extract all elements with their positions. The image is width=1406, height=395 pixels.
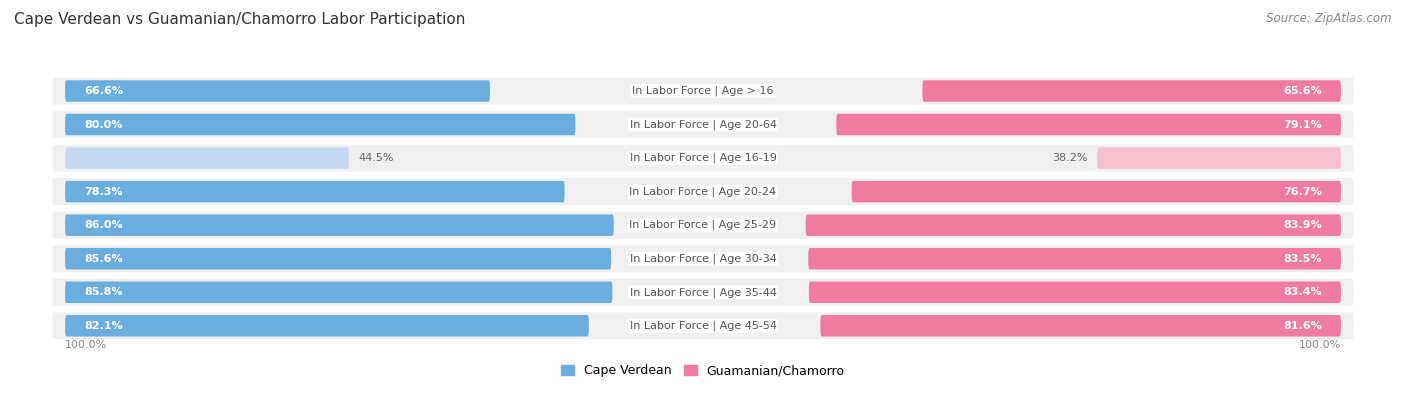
Text: 81.6%: 81.6% [1284, 321, 1322, 331]
FancyBboxPatch shape [52, 77, 1354, 104]
Text: In Labor Force | Age 45-54: In Labor Force | Age 45-54 [630, 321, 776, 331]
Text: 86.0%: 86.0% [84, 220, 122, 230]
FancyBboxPatch shape [65, 114, 575, 135]
Text: 44.5%: 44.5% [359, 153, 394, 163]
FancyBboxPatch shape [52, 111, 1354, 138]
FancyBboxPatch shape [837, 114, 1341, 135]
FancyBboxPatch shape [65, 282, 613, 303]
Text: In Labor Force | Age 35-44: In Labor Force | Age 35-44 [630, 287, 776, 297]
Text: 38.2%: 38.2% [1052, 153, 1088, 163]
FancyBboxPatch shape [65, 181, 565, 202]
FancyBboxPatch shape [52, 279, 1354, 306]
FancyBboxPatch shape [65, 80, 489, 102]
Text: 83.4%: 83.4% [1284, 287, 1322, 297]
Text: In Labor Force | Age 30-34: In Labor Force | Age 30-34 [630, 254, 776, 264]
Text: 65.6%: 65.6% [1284, 86, 1322, 96]
FancyBboxPatch shape [52, 178, 1354, 205]
FancyBboxPatch shape [65, 147, 349, 169]
Legend: Cape Verdean, Guamanian/Chamorro: Cape Verdean, Guamanian/Chamorro [561, 364, 845, 377]
Text: 100.0%: 100.0% [65, 340, 107, 350]
FancyBboxPatch shape [52, 312, 1354, 339]
Text: 78.3%: 78.3% [84, 186, 122, 197]
FancyBboxPatch shape [808, 282, 1341, 303]
FancyBboxPatch shape [852, 181, 1341, 202]
Text: 76.7%: 76.7% [1284, 186, 1322, 197]
Text: In Labor Force | Age 16-19: In Labor Force | Age 16-19 [630, 153, 776, 164]
FancyBboxPatch shape [1097, 147, 1341, 169]
FancyBboxPatch shape [65, 214, 613, 236]
Text: 82.1%: 82.1% [84, 321, 122, 331]
Text: 85.8%: 85.8% [84, 287, 122, 297]
Text: Source: ZipAtlas.com: Source: ZipAtlas.com [1267, 12, 1392, 25]
FancyBboxPatch shape [52, 212, 1354, 239]
Text: Cape Verdean vs Guamanian/Chamorro Labor Participation: Cape Verdean vs Guamanian/Chamorro Labor… [14, 12, 465, 27]
Text: In Labor Force | Age > 16: In Labor Force | Age > 16 [633, 86, 773, 96]
FancyBboxPatch shape [65, 248, 612, 269]
FancyBboxPatch shape [52, 145, 1354, 171]
FancyBboxPatch shape [922, 80, 1341, 102]
Text: 79.1%: 79.1% [1284, 120, 1322, 130]
Text: 66.6%: 66.6% [84, 86, 124, 96]
Text: 83.5%: 83.5% [1284, 254, 1322, 264]
Text: 80.0%: 80.0% [84, 120, 122, 130]
FancyBboxPatch shape [820, 315, 1341, 337]
FancyBboxPatch shape [65, 315, 589, 337]
FancyBboxPatch shape [52, 245, 1354, 272]
Text: 100.0%: 100.0% [1299, 340, 1341, 350]
FancyBboxPatch shape [808, 248, 1341, 269]
Text: In Labor Force | Age 20-24: In Labor Force | Age 20-24 [630, 186, 776, 197]
Text: In Labor Force | Age 20-64: In Labor Force | Age 20-64 [630, 119, 776, 130]
Text: 85.6%: 85.6% [84, 254, 122, 264]
Text: 83.9%: 83.9% [1284, 220, 1322, 230]
FancyBboxPatch shape [806, 214, 1341, 236]
Text: In Labor Force | Age 25-29: In Labor Force | Age 25-29 [630, 220, 776, 230]
